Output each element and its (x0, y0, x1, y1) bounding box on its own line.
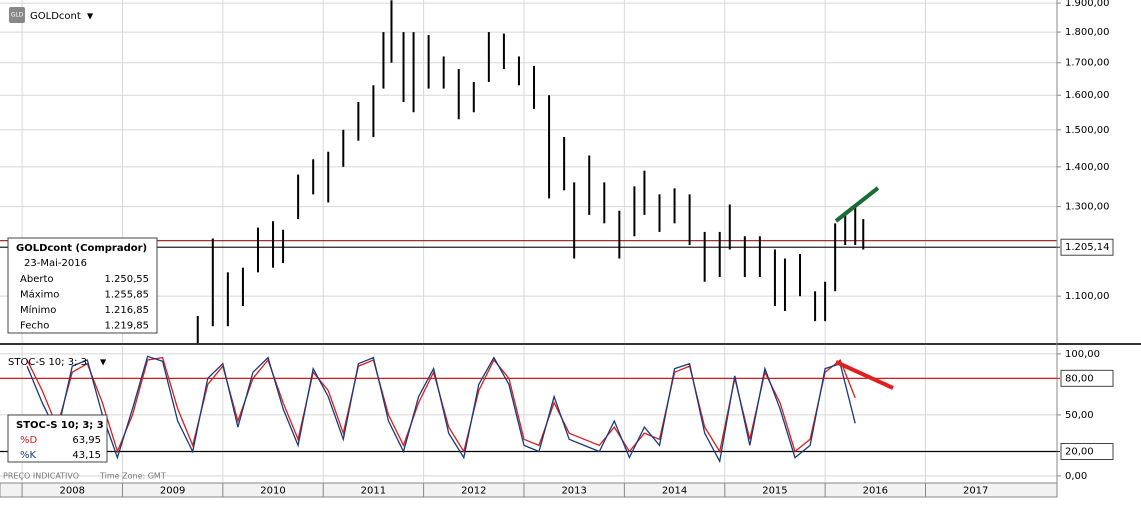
info-label: Aberto (20, 274, 54, 285)
info-value: 1.250,55 (104, 274, 149, 285)
x-tick-label: 2015 (762, 486, 787, 497)
value-box (1060, 238, 1114, 256)
trend-annotation (835, 360, 894, 390)
indicator-name[interactable]: STOC-S 10; 3; 3 (8, 357, 87, 368)
grid (0, 0, 1057, 482)
icon-text: GLD (11, 12, 24, 19)
y-tick-label: 1.900,00 (1065, 0, 1110, 9)
info-box (7, 237, 158, 334)
info-label: Máximo (20, 289, 59, 301)
x-tick-label: 2008 (60, 486, 85, 497)
x-tick-label: 2017 (963, 486, 988, 497)
dropdown-arrow[interactable]: ▼ (100, 358, 107, 367)
value-box-label: 80,00 (1065, 373, 1094, 384)
info-label: Fecho (20, 321, 49, 332)
stoch-box-title: STOC-S 10; 3; 3 (16, 420, 104, 431)
legend-value: 43,15 (72, 450, 101, 461)
y-tick-label: 100,00 (1065, 349, 1100, 360)
legend-entry: %K (20, 450, 37, 461)
info-label: Mínimo (20, 304, 56, 316)
dropdown-arrow[interactable]: ▼ (87, 12, 94, 21)
y-tick-label: 1.700,00 (1065, 58, 1110, 69)
series-line (26, 355, 856, 464)
stoch-box (7, 414, 108, 463)
stoch-pane (0, 355, 1057, 464)
y-tick-label: 1.800,00 (1065, 27, 1110, 38)
x-tick-label: 2009 (160, 486, 185, 497)
y-tick-label: 0,00 (1065, 471, 1087, 482)
info-value: 1.216,85 (104, 305, 149, 316)
x-tick-label: 2012 (461, 486, 486, 497)
y-tick-label: 50,00 (1065, 410, 1094, 421)
y-tick-label: 1.600,00 (1065, 90, 1110, 101)
info-value: 1.219,85 (104, 321, 149, 332)
value-box (1060, 443, 1114, 461)
symbol-icon[interactable] (9, 7, 25, 23)
info-title: GOLDcont (Comprador) (16, 243, 147, 254)
x-tick-label: 2014 (662, 486, 687, 497)
value-box-label: 20,00 (1065, 447, 1094, 458)
y-tick-label: 1.300,00 (1065, 202, 1110, 213)
x-tick-label: 2013 (561, 486, 586, 497)
value-box-label: 1.205,14 (1065, 242, 1110, 253)
footer-note: PREÇO INDICATIVO (3, 472, 79, 481)
info-value: 1.255,85 (104, 290, 149, 301)
price-pane (0, 0, 1057, 343)
value-box (1060, 369, 1114, 387)
symbol-name[interactable]: GOLDcont (30, 11, 81, 22)
info-date: 23-Mai-2016 (24, 258, 87, 269)
y-tick-label: 1.400,00 (1065, 162, 1110, 173)
info-rows: Aberto 1.250,55 Máximo 1.255,85 Mínimo 1.216,… (20, 274, 149, 332)
timezone: Time Zone: GMT (99, 472, 166, 481)
x-tick-label: 2011 (361, 486, 386, 497)
trend-annotation (834, 186, 880, 223)
y-tick-label: 1.100,00 (1065, 291, 1110, 302)
x-tick-label: 2010 (260, 486, 285, 497)
y-tick-label: 1.500,00 (1065, 125, 1110, 136)
legend-entry: %D (20, 435, 38, 446)
x-tick-label: 2016 (863, 486, 888, 497)
x-axis-bar (0, 482, 1058, 498)
legend-value: 63,95 (72, 435, 101, 446)
